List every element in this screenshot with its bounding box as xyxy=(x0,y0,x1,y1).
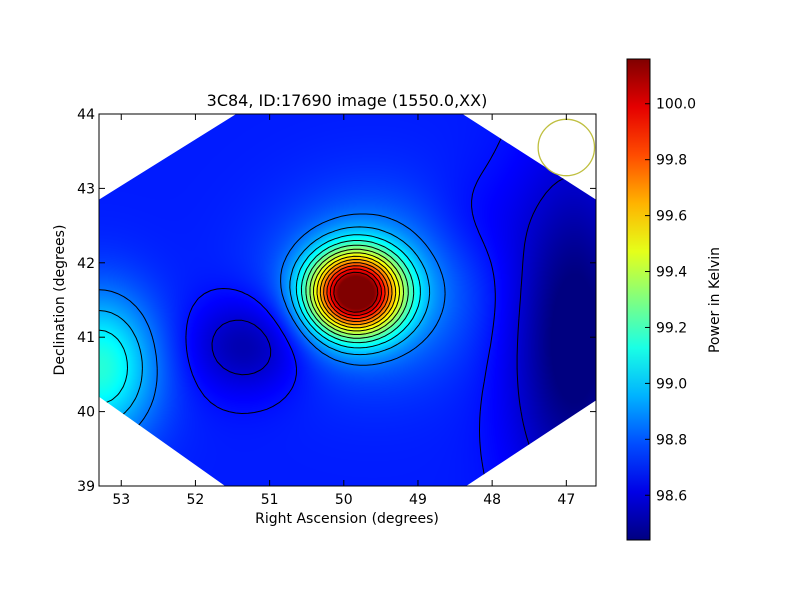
colorbar-tick-label: 99.4 xyxy=(656,265,687,281)
x-tick-label: 50 xyxy=(335,492,353,508)
colorbar-label: Power in Kelvin xyxy=(707,247,723,353)
contour-line-14 xyxy=(329,268,382,316)
y-tick-label: 42 xyxy=(77,256,95,272)
contour-line-11 xyxy=(319,259,393,326)
contour-line-6 xyxy=(300,240,415,344)
heatmap-layer xyxy=(99,114,596,486)
contour-line-13 xyxy=(326,265,386,319)
y-tick-label: 41 xyxy=(77,330,95,346)
y-tick-label: 40 xyxy=(77,405,95,421)
x-axis-label: Right Ascension (degrees) xyxy=(255,511,439,527)
colorbar-tick-label: 100.0 xyxy=(656,97,696,113)
contour-line-1 xyxy=(211,175,596,486)
y-tick-label: 43 xyxy=(77,181,95,197)
colorbar-tick-label: 99.6 xyxy=(656,209,687,225)
contour-line-5 xyxy=(99,234,421,405)
plot-frame xyxy=(98,113,597,487)
x-tick-label: 47 xyxy=(557,492,575,508)
contour-line-3 xyxy=(99,213,446,445)
colorbar-tick-label: 99.0 xyxy=(656,376,687,392)
contour-lines xyxy=(99,114,596,486)
contour-line-8 xyxy=(309,248,405,335)
x-tick-label: 48 xyxy=(483,492,501,508)
colorbar-tick-label: 99.8 xyxy=(656,153,687,169)
y-axis-ticks: 39 40 41 42 43 44 xyxy=(77,107,596,495)
contour-line-12 xyxy=(323,262,389,322)
contour-line-15 xyxy=(333,271,379,313)
contour-line-9 xyxy=(313,252,400,332)
y-axis-label: Declination (degrees) xyxy=(52,225,68,376)
y-tick-label: 39 xyxy=(77,479,95,495)
colorbar xyxy=(626,58,651,541)
colorbar-tick-label: 98.6 xyxy=(656,488,687,504)
contour-line-7 xyxy=(305,244,409,339)
x-tick-label: 53 xyxy=(112,492,130,508)
x-tick-label: 49 xyxy=(409,492,427,508)
colorbar-ticks: 98.6 98.8 99.0 99.2 99.4 99.6 99.8 100.0 xyxy=(645,97,696,504)
colorbar-tick-label: 99.2 xyxy=(656,320,687,336)
colorbar-tick-label: 98.8 xyxy=(656,432,687,448)
x-tick-label: 51 xyxy=(261,492,279,508)
contour-line-4 xyxy=(99,226,431,424)
heatmap-image xyxy=(99,114,596,486)
x-tick-label: 52 xyxy=(187,492,205,508)
chart-title: 3C84, ID:17690 image (1550.0,XX) xyxy=(207,91,488,110)
y-tick-label: 44 xyxy=(77,107,95,123)
contour-line-10 xyxy=(316,255,397,329)
x-axis-ticks: 53 52 51 50 49 48 47 xyxy=(112,114,575,508)
